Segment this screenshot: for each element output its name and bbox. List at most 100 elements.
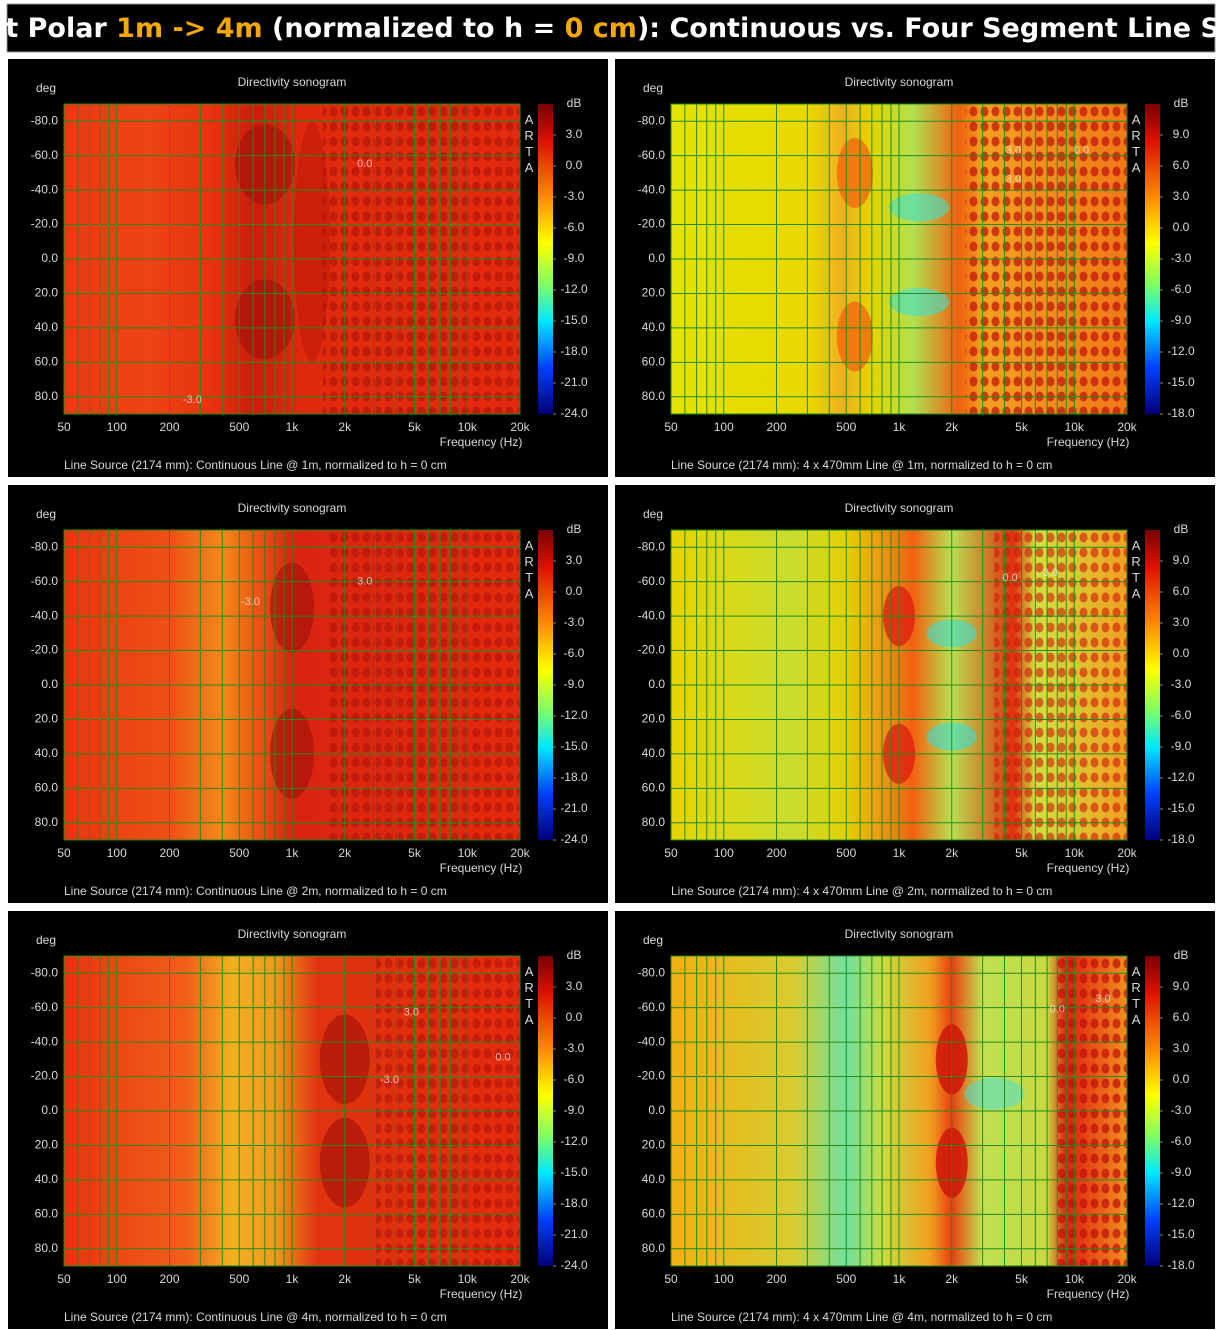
title-part: Height Polar: [0, 13, 116, 44]
colorbar-tick-label: -12.0: [1167, 344, 1195, 358]
y-tick-label: 80.0: [35, 389, 59, 403]
sonogram-lobe: [888, 193, 949, 222]
contour-label: 3.0: [1043, 567, 1058, 579]
x-tick-label: 100: [107, 420, 127, 434]
colorbar-tick-label: -21.0: [560, 801, 588, 815]
colorbar-tick-label: -15.0: [1167, 1227, 1195, 1241]
colorbar-tick-label: 3.0: [1173, 1041, 1190, 1055]
colorbar-tick-label: 3.0: [566, 979, 583, 993]
colorbar: [538, 956, 553, 1266]
colorbar-tick-label: -9.0: [1171, 739, 1192, 753]
contour-label: -3.0: [241, 596, 260, 608]
x-tick-label: 200: [159, 420, 179, 434]
x-tick-label: 20k: [1117, 846, 1137, 860]
colorbar-label: dB: [1174, 96, 1189, 110]
y-tick-label: 60.0: [642, 1207, 666, 1221]
y-tick-label: 20.0: [35, 286, 59, 300]
colorbar-tick-label: -3.0: [1171, 677, 1192, 691]
colorbar-tick-label: 6.0: [1173, 158, 1190, 172]
x-tick-label: 50: [664, 846, 678, 860]
y-tick-label: -40.0: [638, 182, 666, 196]
colorbar-tick-label: -12.0: [560, 1134, 588, 1148]
y-tick-label: -80.0: [638, 965, 666, 979]
colorbar-tick-label: -24.0: [560, 406, 588, 420]
x-tick-label: 20k: [510, 1272, 530, 1286]
contour-label: 3.0: [1006, 144, 1021, 156]
colorbar-tick-label: 3.0: [566, 127, 583, 141]
colorbar-label: dB: [567, 948, 582, 962]
y-tick-label: 60.0: [35, 355, 59, 369]
x-tick-label: 100: [714, 1272, 734, 1286]
colorbar-tick-label: -6.0: [564, 220, 585, 234]
contour-label: 3.0: [404, 1007, 419, 1019]
y-tick-label: -40.0: [638, 1034, 666, 1048]
colorbar: [538, 104, 553, 414]
x-tick-label: 2k: [945, 1272, 959, 1286]
sonogram-lobe: [888, 288, 949, 317]
x-tick-label: 5k: [408, 1272, 422, 1286]
x-tick-label: 1k: [893, 1272, 907, 1286]
y-tick-label: -20.0: [638, 1069, 666, 1083]
y-tick-label: 0.0: [41, 1103, 58, 1117]
x-tick-label: 2k: [945, 420, 959, 434]
colorbar-tick-label: -12.0: [560, 708, 588, 722]
sonogram-lobe: [293, 121, 330, 362]
colorbar-tick-label: 0.0: [566, 158, 583, 172]
y-tick-label: -40.0: [31, 608, 59, 622]
y-tick-label: 60.0: [35, 781, 59, 795]
header-title: Height Polar 1m -> 4m (normalized to h =…: [0, 13, 1222, 44]
title-part: ): Continuous vs. Four Segment Line Sour…: [637, 13, 1222, 44]
x-tick-label: 5k: [408, 420, 422, 434]
contour-label: 0.0: [1050, 1003, 1065, 1015]
colorbar-tick-label: -15.0: [560, 1165, 588, 1179]
x-tick-label: 50: [664, 1272, 678, 1286]
colorbar-tick-label: 6.0: [1173, 1010, 1190, 1024]
y-tick-label: -20.0: [638, 643, 666, 657]
plot-frame: [670, 955, 1128, 1267]
colorbar-tick-label: 0.0: [1173, 220, 1190, 234]
y-tick-label: 80.0: [642, 1241, 666, 1255]
y-tick-label: 60.0: [642, 781, 666, 795]
y-tick-label: 40.0: [35, 320, 59, 334]
y-tick-label: 60.0: [642, 355, 666, 369]
colorbar-tick-label: -21.0: [560, 1227, 588, 1241]
y-tick-label: 0.0: [41, 251, 58, 265]
contour-label: 0.0: [1002, 572, 1017, 584]
x-tick-label: 100: [714, 420, 734, 434]
colorbar-tick-label: -6.0: [1171, 1134, 1192, 1148]
x-tick-label: 100: [107, 1272, 127, 1286]
y-axis-label: deg: [36, 933, 56, 947]
colorbar-label: dB: [567, 522, 582, 536]
x-tick-label: 500: [229, 846, 249, 860]
x-tick-label: 1k: [893, 846, 907, 860]
x-axis-label: Frequency (Hz): [440, 1287, 523, 1301]
x-tick-label: 1k: [286, 846, 300, 860]
colorbar-tick-label: -9.0: [564, 677, 585, 691]
title-highlight: 1m -> 4m: [116, 13, 262, 44]
colorbar-tick-label: -12.0: [1167, 770, 1195, 784]
colorbar-tick-label: -18.0: [560, 344, 588, 358]
colorbar-tick-label: -6.0: [564, 646, 585, 660]
x-tick-label: 50: [57, 1272, 71, 1286]
x-tick-label: 5k: [1015, 420, 1029, 434]
y-tick-label: 0.0: [648, 677, 665, 691]
y-tick-label: -20.0: [31, 1069, 59, 1083]
chart-title: Directivity sonogram: [845, 75, 954, 89]
chart-title: Directivity sonogram: [845, 501, 954, 515]
x-axis-label: Frequency (Hz): [1047, 1287, 1130, 1301]
colorbar-tick-label: 0.0: [566, 584, 583, 598]
colorbar-tick-label: -18.0: [560, 770, 588, 784]
y-tick-label: 20.0: [642, 712, 666, 726]
y-tick-label: 0.0: [648, 251, 665, 265]
y-tick-label: 40.0: [35, 1172, 59, 1186]
x-axis-label: Frequency (Hz): [1047, 861, 1130, 875]
x-tick-label: 20k: [1117, 420, 1137, 434]
colorbar-tick-label: -9.0: [1171, 313, 1192, 327]
plot-frame: [670, 103, 1128, 415]
y-tick-label: -80.0: [31, 113, 59, 127]
colorbar-tick-label: -15.0: [1167, 375, 1195, 389]
x-tick-label: 50: [57, 846, 71, 860]
watermark: ARTA: [1129, 964, 1144, 1028]
contour-label: 0.0: [357, 158, 372, 170]
